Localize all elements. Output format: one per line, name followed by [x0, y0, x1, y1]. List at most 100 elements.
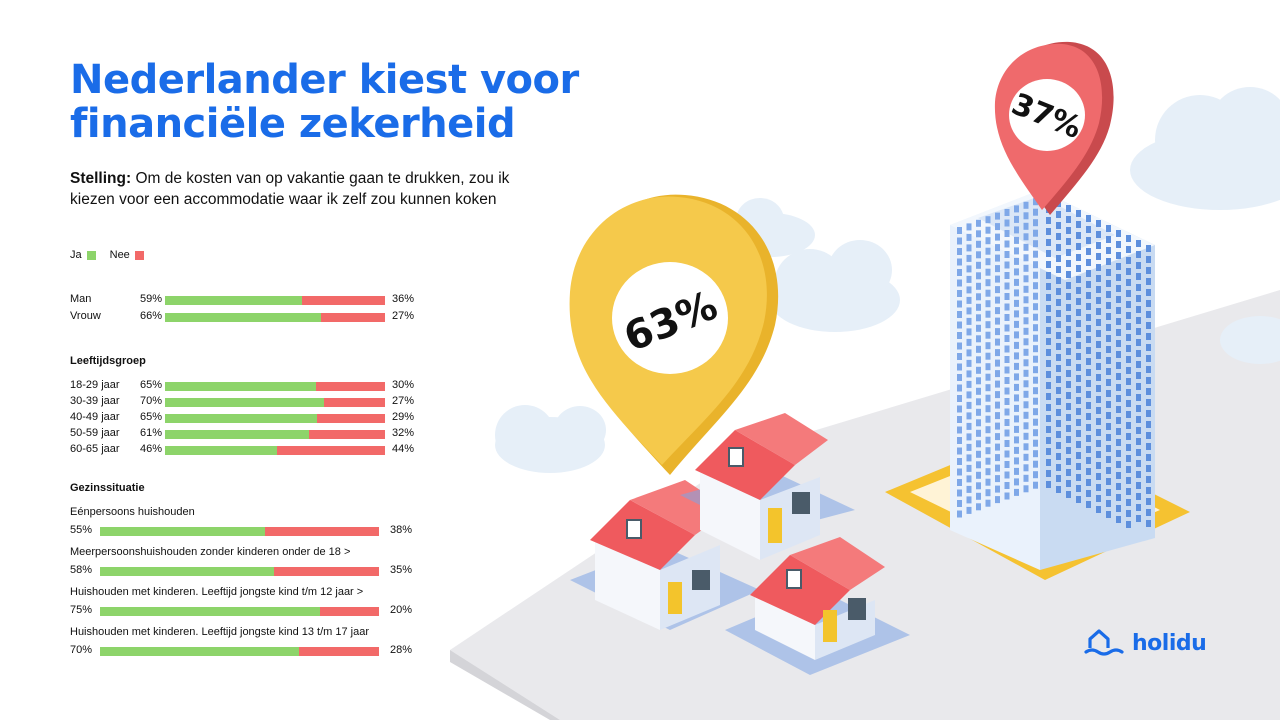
tower-window [1066, 227, 1071, 234]
tower-window [976, 219, 981, 227]
tower-window [1106, 500, 1111, 507]
section-heading: Gezinssituatie [70, 482, 145, 494]
tower-window [1106, 269, 1111, 276]
tower-window [1066, 447, 1071, 454]
tower-window [1116, 351, 1121, 358]
tower-window [1004, 324, 1010, 332]
tower-window [1014, 320, 1019, 328]
tower-window [1056, 288, 1061, 295]
tower-window [976, 482, 981, 490]
tower-window [957, 468, 962, 476]
yes-value-label: 66% [140, 310, 163, 322]
tower-window [985, 331, 991, 339]
tower-window [1116, 340, 1121, 347]
tower-window [985, 226, 991, 234]
tower-window [1086, 457, 1091, 464]
cloud-icon [1220, 316, 1280, 364]
tower-window [1126, 422, 1131, 429]
tower-window [1136, 350, 1141, 357]
tower-window [1116, 483, 1121, 490]
tower-window [1116, 406, 1121, 413]
tower-window [995, 275, 1000, 283]
tower-window [1106, 324, 1111, 331]
tower-window [1096, 286, 1101, 293]
tower-window [1146, 410, 1151, 417]
tower-window [985, 478, 991, 486]
tower-window [1086, 369, 1091, 376]
tower-window [1056, 299, 1061, 306]
tower-window [1116, 384, 1121, 391]
tower-window [1116, 362, 1121, 369]
bar-segment-yes [165, 296, 302, 305]
tower-window [1146, 300, 1151, 307]
tower-window [1136, 328, 1141, 335]
tower-window [1116, 417, 1121, 424]
statement-label: Stelling: [70, 170, 132, 187]
tower-window [1086, 446, 1091, 453]
tower-window [1076, 474, 1081, 481]
bar-segment-yes [165, 414, 318, 423]
tower-window [957, 437, 962, 444]
tower-window [1033, 481, 1038, 489]
tower-window [1086, 468, 1091, 475]
tower-window [976, 240, 981, 248]
tower-window [1014, 467, 1019, 475]
tower-window [966, 475, 972, 483]
tower-window [1056, 398, 1061, 405]
tower-window [1116, 450, 1121, 457]
tower-window [1086, 248, 1091, 255]
tower-window [957, 405, 962, 413]
tower-window [976, 282, 981, 290]
tower-window [976, 251, 981, 259]
tower-window [1116, 263, 1121, 270]
tower-window [1004, 471, 1010, 479]
tower-window [995, 317, 1000, 325]
tower-window [1096, 341, 1101, 348]
yes-value-label: 70% [140, 395, 163, 407]
tower-window [957, 321, 962, 329]
tower-window [1106, 357, 1111, 364]
tower-window [1014, 278, 1019, 286]
tower-window [1014, 205, 1019, 213]
tower-window [1014, 383, 1019, 391]
tower-window [1014, 236, 1019, 244]
tower-window [995, 475, 1000, 483]
tower-window [976, 272, 981, 280]
tower-window [1004, 419, 1010, 426]
tower-window [1004, 356, 1010, 363]
tower-window [1116, 494, 1121, 501]
tower-window [1046, 360, 1051, 367]
tower-window [966, 254, 972, 262]
tower-window [1033, 334, 1038, 342]
tower-window [1014, 436, 1019, 444]
tower-window [995, 244, 1000, 252]
tower-window [1066, 271, 1071, 278]
title-line-1: Nederlander kiest voor [70, 57, 579, 103]
tower-window [1056, 376, 1061, 383]
tower-window [1126, 455, 1131, 462]
no-value-label: 35% [390, 564, 413, 576]
tower-window [1066, 458, 1071, 465]
tower-window [1116, 296, 1121, 303]
tower-window [957, 353, 962, 360]
tower-window [1046, 437, 1051, 444]
tower-window [1066, 414, 1071, 421]
tower-window [966, 233, 972, 241]
tower-window [1056, 222, 1061, 229]
tower-window [1023, 222, 1029, 230]
tower-window [1096, 297, 1101, 304]
tower-window [1004, 408, 1010, 416]
row-label: 18-29 jaar [70, 379, 120, 391]
logo-text: holidu [1132, 630, 1207, 656]
stacked-bar [165, 398, 385, 407]
house-wave-icon [1084, 629, 1124, 656]
stacked-bar [165, 446, 385, 455]
bar-segment-no [321, 313, 385, 322]
tower-window [1096, 264, 1101, 271]
tower-window [1066, 436, 1071, 443]
tower-window [1023, 338, 1029, 346]
tower-window [1086, 237, 1091, 244]
tower-window [995, 485, 1000, 493]
tower-window [1136, 482, 1141, 489]
row-label: 40-49 jaar [70, 411, 120, 423]
